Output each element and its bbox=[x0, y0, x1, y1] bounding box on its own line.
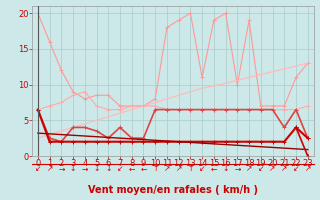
Text: ↗: ↗ bbox=[175, 164, 182, 173]
Text: →: → bbox=[234, 164, 241, 173]
Text: ←: ← bbox=[129, 164, 135, 173]
Text: →: → bbox=[58, 164, 65, 173]
Text: ↗: ↗ bbox=[305, 164, 311, 173]
Text: ↓: ↓ bbox=[222, 164, 229, 173]
Text: ↙: ↙ bbox=[35, 164, 41, 173]
Text: ↙: ↙ bbox=[117, 164, 123, 173]
Text: ↓: ↓ bbox=[70, 164, 76, 173]
Text: ↙: ↙ bbox=[293, 164, 299, 173]
Text: ↗: ↗ bbox=[281, 164, 287, 173]
Text: ↗: ↗ bbox=[246, 164, 252, 173]
Text: ↙: ↙ bbox=[199, 164, 205, 173]
Text: →: → bbox=[82, 164, 88, 173]
Text: ←: ← bbox=[211, 164, 217, 173]
Text: ↓: ↓ bbox=[93, 164, 100, 173]
Text: ↗: ↗ bbox=[164, 164, 170, 173]
Text: ↗: ↗ bbox=[269, 164, 276, 173]
Text: ↑: ↑ bbox=[152, 164, 158, 173]
Text: ↑: ↑ bbox=[187, 164, 194, 173]
Text: ↓: ↓ bbox=[105, 164, 111, 173]
Text: ↗: ↗ bbox=[46, 164, 53, 173]
Text: ←: ← bbox=[140, 164, 147, 173]
X-axis label: Vent moyen/en rafales ( km/h ): Vent moyen/en rafales ( km/h ) bbox=[88, 185, 258, 195]
Text: ↙: ↙ bbox=[258, 164, 264, 173]
